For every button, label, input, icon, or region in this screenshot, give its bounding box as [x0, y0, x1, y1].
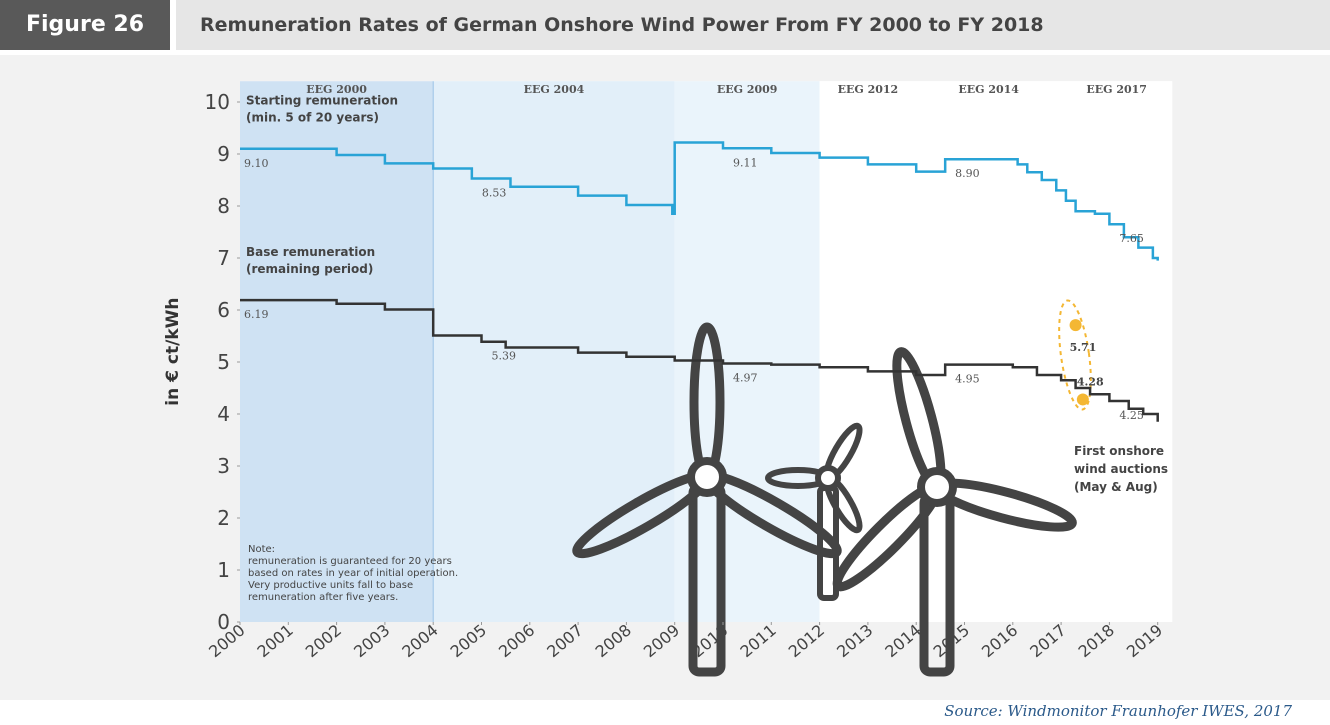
figure-title: Remuneration Rates of German Onshore Win… — [176, 0, 1330, 50]
note-line: remuneration is guaranteed for 20 years — [248, 556, 452, 567]
auction-point — [1070, 319, 1082, 331]
value-label: 4.95 — [955, 373, 980, 386]
y-tick-label: 8 — [217, 194, 230, 218]
period-label: EEG 2012 — [838, 83, 899, 96]
caption-line: (May & Aug) — [1074, 480, 1158, 494]
caption-line: wind auctions — [1074, 462, 1168, 476]
series-name: Base remuneration — [246, 245, 375, 259]
y-tick-label: 6 — [217, 298, 230, 322]
value-label: 9.10 — [244, 157, 269, 170]
auction-caption: First onshore wind auctions (May & Aug) — [1074, 444, 1168, 494]
note-line: based on rates in year of initial operat… — [248, 568, 458, 579]
value-label: 7.65 — [1119, 232, 1144, 245]
y-tick-label: 9 — [217, 142, 230, 166]
figure-number: Figure 26 — [0, 0, 170, 50]
note-line: remuneration after five years. — [248, 592, 398, 603]
auction-label: 5.71 — [1070, 341, 1097, 354]
period-label: EEG 2014 — [958, 83, 1019, 96]
series-note: (min. 5 of 20 years) — [246, 111, 379, 125]
caption-line: First onshore — [1074, 444, 1164, 458]
value-label: 9.11 — [733, 156, 758, 169]
note-line: Note: — [248, 544, 275, 555]
value-label: 5.39 — [492, 350, 517, 363]
y-tick-label: 2 — [217, 506, 230, 530]
period-band — [433, 81, 675, 622]
series-name: Starting remuneration — [246, 94, 398, 108]
period-band — [916, 81, 1061, 622]
source: Source: Windmonitor Fraunhofer IWES, 201… — [944, 702, 1292, 720]
period-label: EEG 2009 — [717, 83, 778, 96]
auction-label: 4.28 — [1077, 375, 1104, 388]
y-tick-label: 1 — [217, 558, 230, 582]
page: Figure 26 Remuneration Rates of German O… — [0, 0, 1330, 725]
value-label: 8.90 — [955, 167, 980, 180]
y-axis-label: in € ct/kWh — [163, 298, 183, 406]
value-label: 4.97 — [733, 372, 758, 385]
auction-point — [1077, 393, 1089, 405]
value-label: 6.19 — [244, 308, 269, 321]
y-tick-label: 4 — [217, 402, 230, 426]
y-tick-label: 3 — [217, 454, 230, 478]
note-line: Very productive units fall to base — [248, 580, 413, 591]
series-note: (remaining period) — [246, 262, 373, 276]
period-label: EEG 2004 — [524, 83, 585, 96]
period-label: EEG 2017 — [1086, 83, 1147, 96]
y-tick-label: 7 — [217, 246, 230, 270]
y-tick-label: 5 — [217, 350, 230, 374]
y-tick-label: 10 — [205, 90, 230, 114]
value-label: 4.25 — [1119, 409, 1144, 422]
value-label: 8.53 — [482, 186, 507, 199]
